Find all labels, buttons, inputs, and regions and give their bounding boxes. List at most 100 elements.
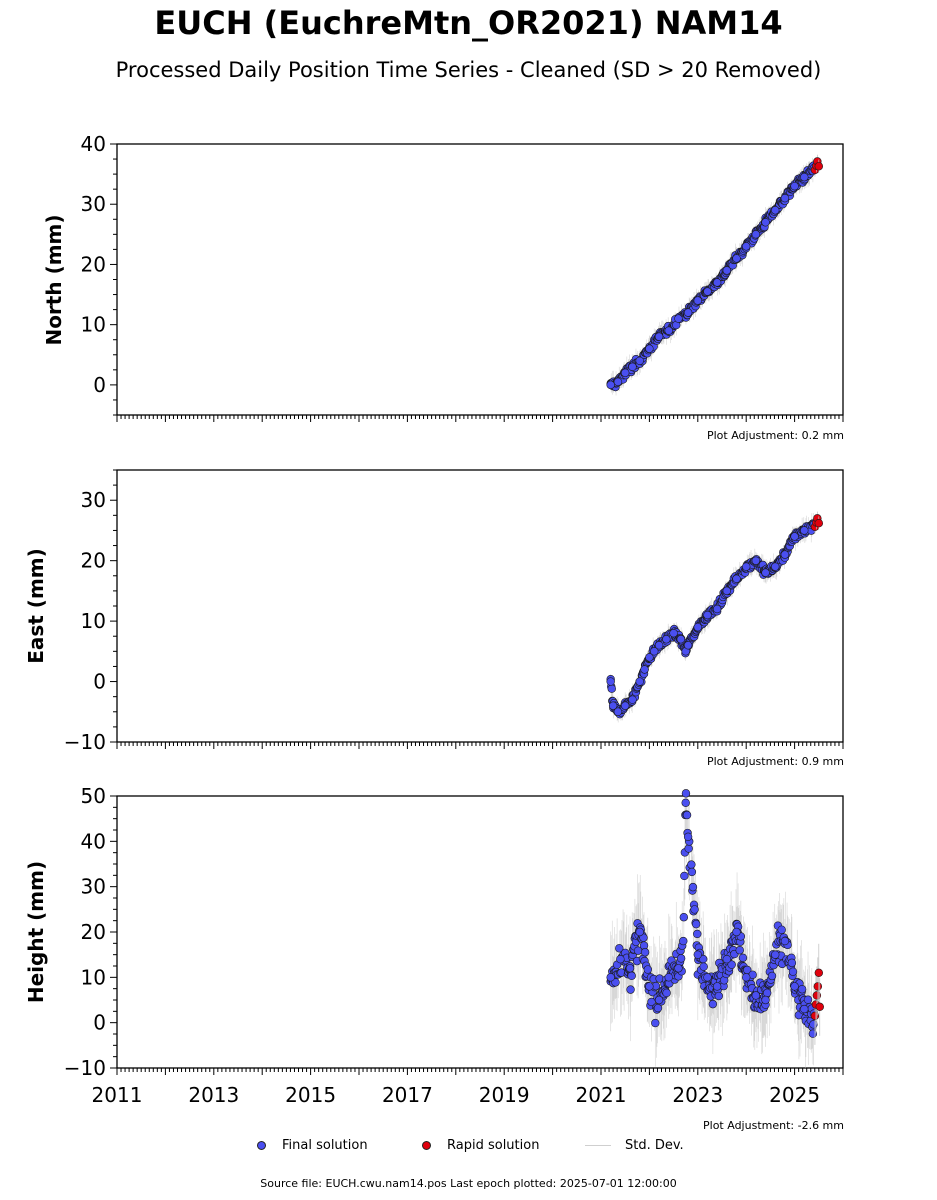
height-final-point — [687, 860, 696, 869]
north-final-point — [722, 266, 732, 275]
legend-final-label: Final solution — [282, 1138, 368, 1153]
height-final-point — [643, 965, 652, 974]
height-final-point — [681, 789, 691, 798]
height-final-point — [693, 929, 702, 939]
height-final-point — [640, 948, 650, 957]
height-final-point — [712, 982, 722, 991]
height-ytick-label: 50 — [81, 784, 106, 808]
east-final-point — [790, 532, 799, 541]
north-final-point — [761, 218, 770, 227]
height-rapid-point — [813, 982, 823, 991]
height-final-point — [683, 832, 693, 841]
north-final-point — [683, 308, 693, 317]
height-final-point — [767, 971, 777, 981]
north-final-point — [751, 230, 761, 239]
chart-title: EUCH (EuchreMtn_OR2021) NAM14 — [154, 4, 783, 42]
north-plot-adjustment: Plot Adjustment: 0.2 mm — [706, 429, 844, 442]
north-final-point — [780, 194, 790, 203]
height-final-point — [741, 973, 751, 982]
east-final-point — [650, 647, 659, 656]
east-frame — [116, 469, 844, 743]
north-final-point — [732, 254, 741, 263]
height-final-point — [691, 919, 701, 929]
east-final-point — [628, 695, 637, 704]
height-final-point — [777, 925, 786, 934]
height-final-point — [809, 1020, 818, 1029]
north-final-point — [712, 278, 722, 287]
height-final-point — [788, 967, 798, 976]
north-final-point — [790, 181, 799, 191]
north-ytick-label: 30 — [81, 192, 106, 216]
height-ytick-label: 10 — [81, 965, 106, 989]
height-final-point — [797, 985, 807, 994]
height-final-point — [664, 973, 673, 982]
height-final-point — [684, 844, 693, 853]
height-xtick-label: 2011 — [92, 1083, 143, 1107]
legend: Final solution Rapid solution Std. Dev. — [0, 1138, 937, 1158]
height-final-point — [727, 960, 736, 969]
height-final-point — [699, 962, 708, 971]
north-final-point — [628, 362, 637, 372]
height-xtick-label: 2015 — [285, 1083, 336, 1107]
north-final-point — [606, 380, 615, 390]
east-final-point — [780, 550, 790, 559]
east-final-point — [606, 677, 615, 686]
north-final-point — [635, 356, 644, 365]
height-final-point — [679, 936, 688, 946]
east-plot-adjustment: Plot Adjustment: 0.9 mm — [706, 755, 844, 768]
height-final-point — [722, 954, 732, 964]
legend-final: Final solution — [257, 1138, 368, 1153]
legend-stddev-line — [585, 1145, 611, 1146]
height-final-point — [627, 971, 636, 981]
height-plot-adjustment: Plot Adjustment: -2.6 mm — [703, 1119, 844, 1132]
height-ytick-label: 30 — [81, 875, 106, 899]
height-final-point — [679, 913, 689, 922]
east-final-point — [722, 586, 732, 596]
east-ytick-label: −10 — [64, 730, 106, 754]
height-ytick-label: −10 — [64, 1056, 106, 1080]
height-final-point — [780, 936, 790, 946]
legend-final-marker — [257, 1141, 266, 1150]
north-final-point — [613, 377, 623, 387]
east-final-point — [703, 610, 712, 620]
east-final-point — [620, 701, 630, 710]
north-ytick-label: 0 — [93, 373, 106, 397]
east-final-point — [693, 622, 702, 632]
east-final-point — [662, 635, 671, 644]
height-final-point — [687, 867, 697, 877]
height-xtick-label: 2023 — [672, 1083, 723, 1107]
height-final-point — [681, 798, 690, 807]
north-final-point — [800, 172, 809, 182]
east-final-point — [761, 568, 770, 577]
height-ytick-label: 20 — [81, 920, 106, 944]
legend-rapid-label: Rapid solution — [447, 1138, 540, 1153]
height-final-point — [751, 991, 761, 1000]
north-final-point — [703, 287, 712, 296]
height-final-point — [615, 944, 624, 953]
height-final-point — [787, 958, 797, 968]
height-final-point — [708, 999, 718, 1009]
east-final-point — [676, 635, 686, 644]
height-final-point — [682, 810, 692, 820]
source-footer: Source file: EUCH.cwu.nam14.pos Last epo… — [260, 1177, 677, 1190]
height-final-point — [606, 973, 615, 982]
height-xtick-label: 2025 — [769, 1083, 820, 1107]
east-final-point — [669, 628, 678, 638]
height-final-point — [674, 964, 683, 973]
east-final-point — [683, 641, 693, 650]
height-final-point — [790, 982, 799, 991]
height-final-point — [626, 985, 635, 994]
north-ytick-label: 40 — [81, 132, 106, 156]
east-final-point — [741, 562, 751, 571]
east-ytick-label: 20 — [81, 549, 106, 573]
legend-rapid: Rapid solution — [422, 1138, 539, 1153]
east-final-point — [654, 641, 664, 650]
north-frame — [116, 143, 844, 416]
legend-rapid-marker — [422, 1141, 431, 1150]
height-final-point — [803, 995, 813, 1004]
height-xtick-label: 2021 — [576, 1083, 627, 1107]
east-final-point — [608, 701, 618, 710]
height-final-point — [625, 964, 635, 973]
height-final-point — [735, 946, 744, 955]
